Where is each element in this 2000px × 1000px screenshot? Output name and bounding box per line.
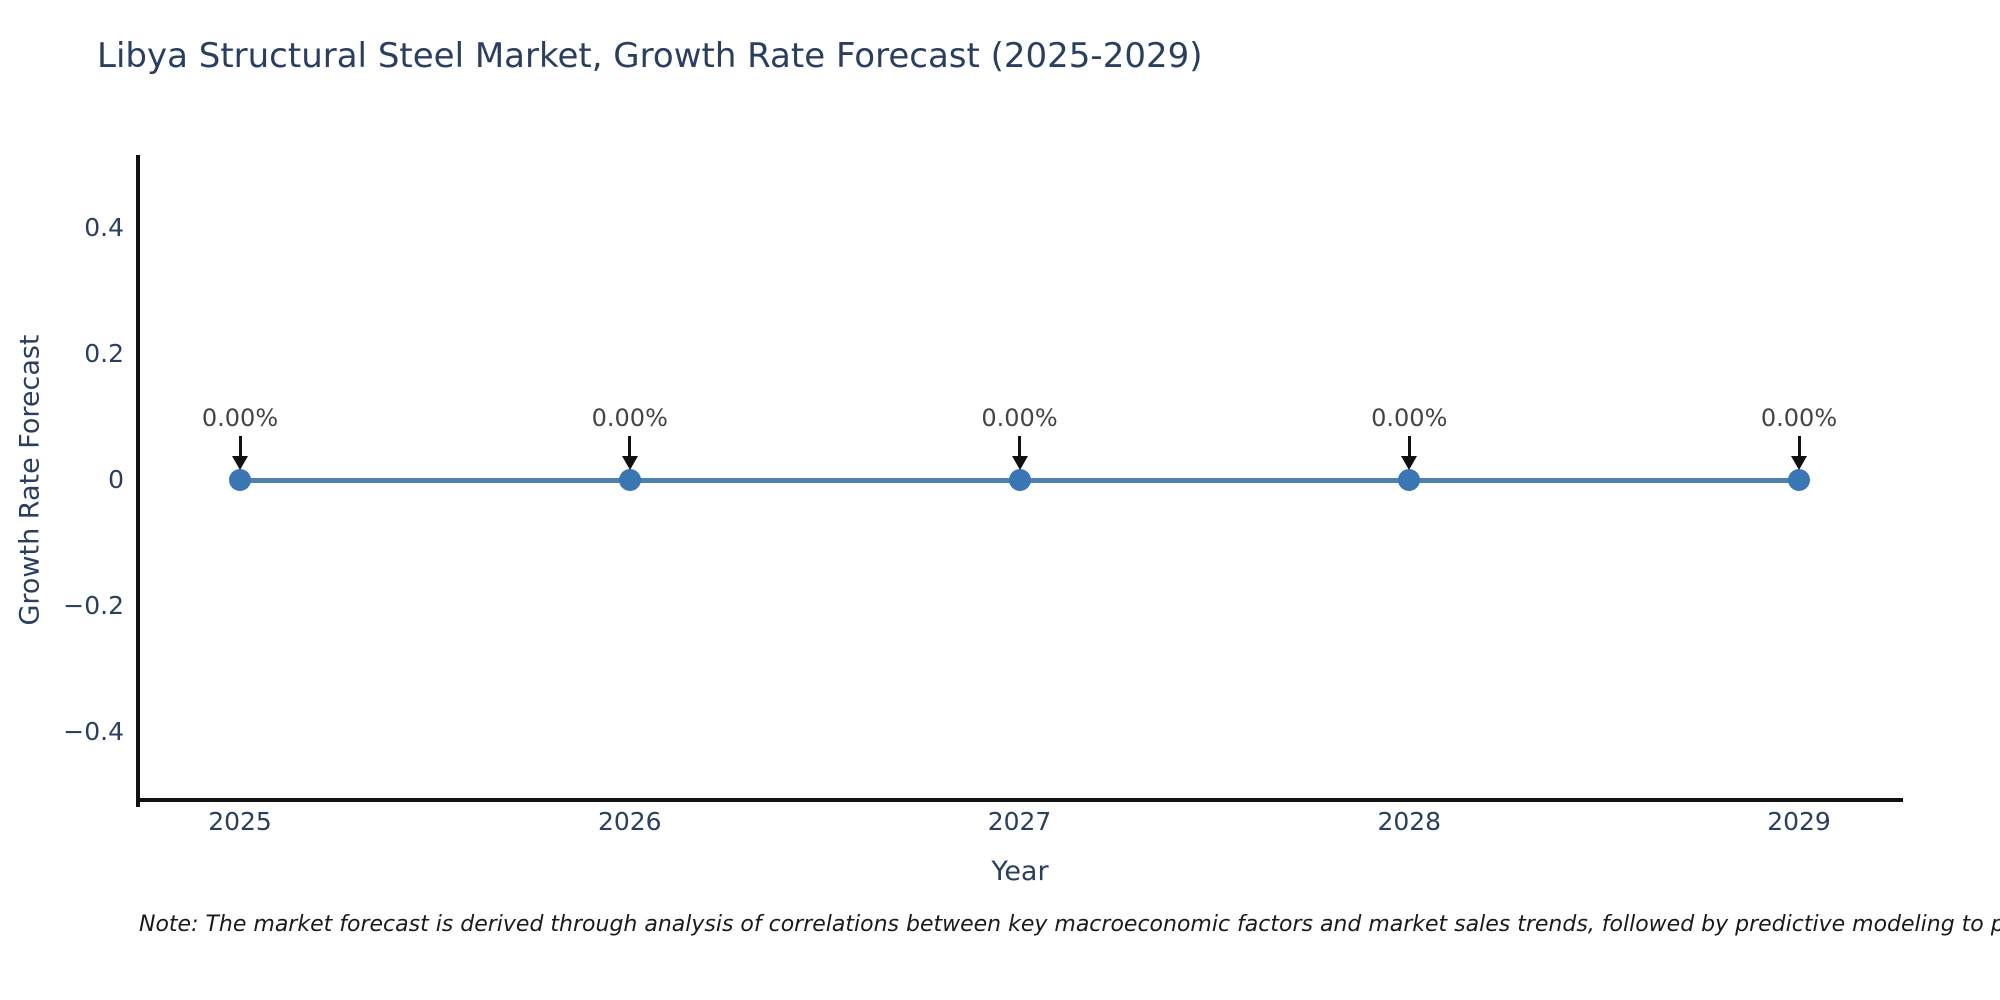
x-tick-label: 2029 bbox=[1767, 807, 1831, 836]
data-point-marker bbox=[1008, 469, 1031, 491]
y-tick-label: 0.4 bbox=[84, 213, 124, 242]
footnote: Note: The market forecast is derived thr… bbox=[139, 912, 2000, 937]
y-tick-label: 0.2 bbox=[84, 339, 124, 368]
annotation-arrow-shaft bbox=[1407, 436, 1411, 460]
chart-title: Libya Structural Steel Market, Growth Ra… bbox=[97, 36, 1203, 76]
annotation-arrowhead bbox=[1011, 456, 1028, 470]
point-annotation-label: 0.00% bbox=[201, 404, 279, 432]
annotation-arrow-shaft bbox=[628, 436, 632, 460]
x-tick-label: 2026 bbox=[597, 807, 662, 836]
annotation-arrow-shaft bbox=[1018, 436, 1021, 460]
annotation-arrowhead bbox=[1401, 456, 1418, 470]
annotation-arrow-shaft bbox=[238, 436, 242, 460]
annotation-arrowhead bbox=[232, 456, 248, 470]
annotation-arrow-shaft bbox=[1797, 436, 1801, 460]
y-tick-label: 0 bbox=[108, 465, 124, 494]
point-annotation-label: 0.00% bbox=[591, 404, 668, 432]
y-axis-line bbox=[136, 155, 140, 807]
annotation-arrowhead bbox=[1791, 456, 1807, 470]
y-axis-title: Growth Rate Forecast bbox=[14, 334, 46, 626]
annotation-arrowhead bbox=[621, 456, 638, 470]
x-axis-title: Year bbox=[991, 856, 1049, 887]
data-point-marker bbox=[618, 469, 641, 491]
x-tick-label: 2027 bbox=[987, 807, 1052, 836]
data-point-marker bbox=[1398, 469, 1421, 491]
point-annotation-label: 0.00% bbox=[1371, 404, 1448, 432]
x-tick-label: 2028 bbox=[1377, 807, 1442, 836]
y-tick-label: −0.2 bbox=[63, 591, 124, 620]
y-tick-label: −0.4 bbox=[63, 717, 124, 746]
data-point-marker bbox=[229, 469, 251, 491]
point-annotation-label: 0.00% bbox=[981, 404, 1058, 432]
data-point-marker bbox=[1788, 469, 1810, 491]
x-axis-line bbox=[136, 798, 1903, 802]
point-annotation-label: 0.00% bbox=[1760, 404, 1838, 432]
x-tick-label: 2025 bbox=[208, 807, 272, 836]
